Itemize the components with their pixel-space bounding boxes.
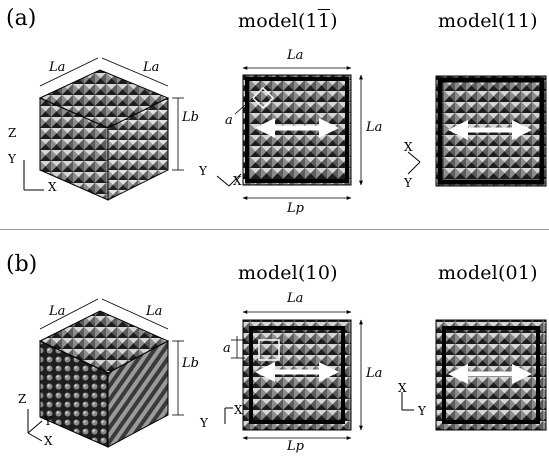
cube-b-axis-z: Z [18, 392, 27, 406]
model-1-1bar-title: model(11) [238, 10, 338, 32]
model-01-figure [401, 319, 547, 431]
cube-a-axis-x: X [48, 180, 57, 194]
model-01-title: model(01) [438, 262, 538, 284]
model-11-orient-b: Y [404, 176, 412, 190]
cube-b-dim-top-left: La [49, 304, 66, 319]
cube-a-dim-top-right: La [143, 60, 160, 75]
model-11-orient-a: X [404, 140, 413, 154]
cube-a-figure [23, 57, 184, 201]
cube-b-dim-side: Lb [182, 356, 199, 371]
model-10-dim-side: La [366, 366, 383, 381]
cube-a-dim-side: Lb [182, 110, 199, 125]
cube-a-dim-top-left: La [49, 60, 66, 75]
model-1-1bar-cell-label: a [225, 113, 233, 128]
cube-b-axis-y: Y [44, 414, 52, 428]
model-01-orient-a: X [398, 381, 407, 395]
model-10-dim-bottom: Lp [287, 439, 304, 454]
model-1-1bar-orient-a: Y [199, 164, 207, 178]
cube-b-dim-top-right: La [146, 304, 163, 319]
model-1-1bar-dim-top: La [287, 48, 304, 63]
model-01-orient-b: Y [418, 404, 426, 418]
model-1-1bar-figure [216, 66, 363, 200]
model-10-cell-label: a [223, 341, 231, 356]
cube-b-figure [27, 298, 184, 448]
model-11-title: model(11) [438, 10, 538, 32]
model-10-title: model(10) [238, 262, 338, 284]
model-11-figure [407, 75, 547, 187]
panel-divider [0, 229, 549, 230]
model-10-orient-b: X [234, 403, 243, 417]
model-1-1bar-dim-bottom: Lp [287, 201, 304, 216]
model-1-1bar-orient-b: X [233, 174, 242, 188]
model-10-orient-a: Y [200, 416, 208, 430]
cube-b-axis-x: X [44, 434, 53, 448]
model-10-figure [224, 310, 363, 440]
cube-a-axis-y: Y [8, 152, 16, 166]
panel-label-a: (a) [6, 6, 37, 31]
cube-a-right-face [107, 97, 169, 201]
panel-label-b: (b) [6, 252, 38, 277]
model-10-dim-top: La [287, 291, 304, 306]
cube-b-right-face [107, 340, 169, 448]
cube-a-axis-z: Z [8, 126, 17, 140]
model-1-1bar-dim-side: La [366, 120, 383, 135]
